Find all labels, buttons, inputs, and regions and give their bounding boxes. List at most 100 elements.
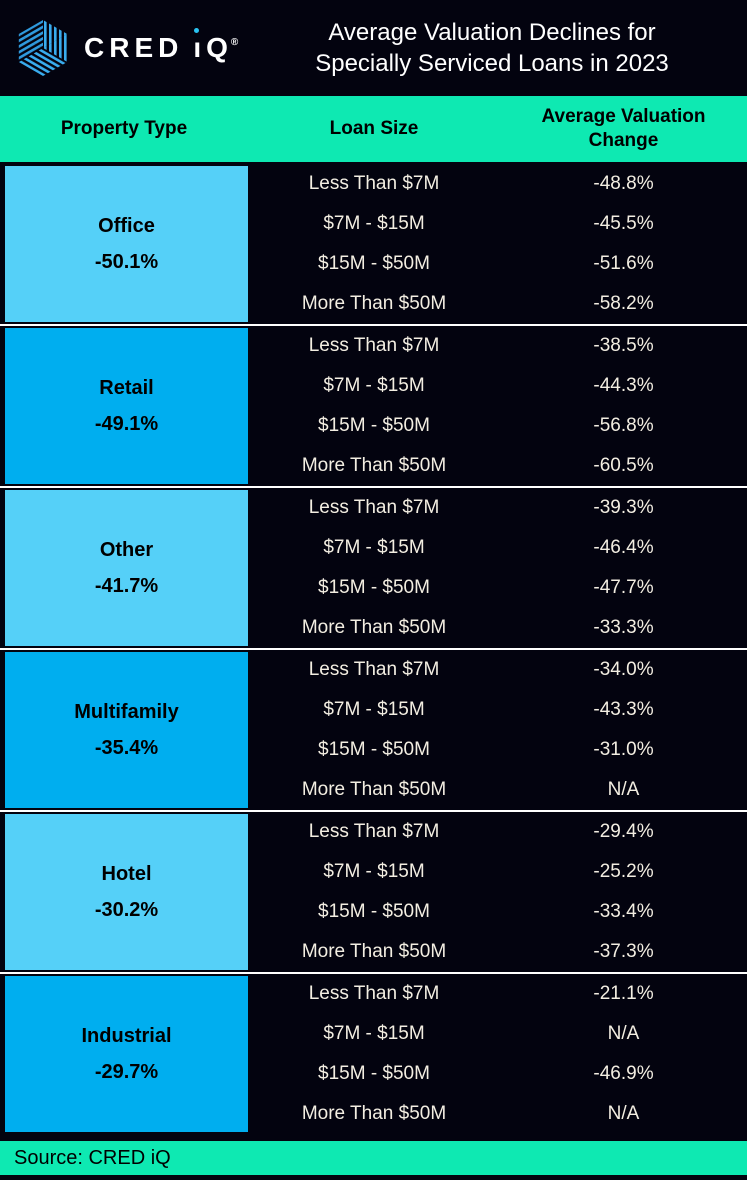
table-row: More Than $50M N/A — [248, 770, 747, 810]
loan-size-cell: $7M - $15M — [323, 861, 425, 882]
table-row: More Than $50M N/A — [248, 1094, 747, 1134]
section-office: Office -50.1% Less Than $7M -48.8% $7M -… — [0, 162, 747, 324]
value-cell: -21.1% — [593, 983, 654, 1004]
property-change: -41.7% — [94, 574, 159, 597]
value-cell: -46.9% — [593, 1063, 654, 1084]
property-cell: Hotel -30.2% — [5, 814, 248, 970]
loan-size-cell: $7M - $15M — [323, 699, 425, 720]
property-change: -50.1% — [94, 250, 159, 273]
loan-size-cell: $15M - $50M — [318, 253, 430, 274]
table-row: $15M - $50M -51.6% — [248, 244, 747, 284]
loan-size-cell: More Than $50M — [301, 941, 447, 962]
title-line-2: Specially Serviced Loans in 2023 — [315, 50, 669, 77]
column-header-property-type: Property Type — [60, 118, 188, 139]
property-name: Office — [98, 214, 155, 237]
value-cell: -45.5% — [593, 213, 654, 234]
table-row: $15M - $50M -31.0% — [248, 730, 747, 770]
table-row: $7M - $15M -25.2% — [248, 852, 747, 892]
value-cell: -33.4% — [593, 901, 654, 922]
table-row: Less Than $7M -48.8% — [248, 164, 747, 204]
property-cell: Industrial -29.7% — [5, 976, 248, 1132]
table-row: More Than $50M -37.3% — [248, 932, 747, 972]
property-cell: Office -50.1% — [5, 166, 248, 322]
property-change: -29.7% — [94, 1060, 159, 1083]
section-hotel: Hotel -30.2% Less Than $7M -29.4% $7M - … — [0, 810, 747, 972]
loan-size-cell: $7M - $15M — [323, 375, 425, 396]
header-band: CRED ı Q ® Average Valuation Declines for S… — [0, 0, 747, 96]
table-row: Less Than $7M -21.1% — [248, 974, 747, 1014]
brand-i: ı — [193, 28, 207, 63]
table-row: $7M - $15M -44.3% — [248, 366, 747, 406]
property-cell: Other -41.7% — [5, 490, 248, 646]
table-row: $7M - $15M -46.4% — [248, 528, 747, 568]
loan-size-cell: More Than $50M — [301, 293, 447, 314]
loan-size-cell: $7M - $15M — [323, 213, 425, 234]
property-name: Retail — [99, 376, 154, 399]
property-change: -30.2% — [94, 898, 159, 921]
loan-size-cell: More Than $50M — [301, 455, 447, 476]
table-row: $7M - $15M -43.3% — [248, 690, 747, 730]
section-retail: Retail -49.1% Less Than $7M -38.5% $7M -… — [0, 324, 747, 486]
table-row: More Than $50M -58.2% — [248, 284, 747, 324]
property-name: Hotel — [101, 862, 152, 885]
registered-mark: ® — [230, 37, 239, 48]
loan-size-cell: Less Than $7M — [308, 659, 440, 680]
column-header-loan-size: Loan Size — [329, 118, 419, 139]
value-cell: -34.0% — [593, 659, 654, 680]
loan-size-cell: $7M - $15M — [323, 1023, 425, 1044]
loan-size-cell: Less Than $7M — [308, 173, 440, 194]
loan-size-cell: More Than $50M — [301, 1103, 447, 1124]
value-cell: -44.3% — [593, 375, 654, 396]
footer-source-bar: Source: CRED iQ — [0, 1141, 747, 1175]
value-cell: -25.2% — [593, 861, 654, 882]
value-cell: -43.3% — [593, 699, 654, 720]
value-cell: -51.6% — [593, 253, 654, 274]
page-title: Average Valuation Declines for Specially… — [245, 17, 747, 79]
value-cell: -47.7% — [593, 577, 654, 598]
value-cell: N/A — [607, 1023, 640, 1044]
value-cell: -60.5% — [593, 455, 654, 476]
table-row: More Than $50M -33.3% — [248, 608, 747, 648]
table-row: $7M - $15M -45.5% — [248, 204, 747, 244]
section-industrial: Industrial -29.7% Less Than $7M -21.1% $… — [0, 972, 747, 1134]
column-header-row: Property Type Loan Size Average Valuatio… — [0, 96, 747, 162]
loan-size-cell: Less Than $7M — [308, 821, 440, 842]
brand-cred: CRED — [84, 32, 184, 63]
property-cell: Multifamily -35.4% — [5, 652, 248, 808]
loan-size-cell: $15M - $50M — [318, 415, 430, 436]
property-name: Other — [99, 538, 154, 561]
value-cell: -29.4% — [593, 821, 654, 842]
table-row: Less Than $7M -38.5% — [248, 326, 747, 366]
value-cell: -38.5% — [593, 335, 654, 356]
loan-size-cell: More Than $50M — [301, 617, 447, 638]
footer-gap — [0, 1134, 747, 1141]
brand-wordmark: CRED ı Q ® — [84, 28, 240, 64]
property-name: Multifamily — [74, 700, 179, 723]
property-change: -35.4% — [94, 736, 159, 759]
table-row: Less Than $7M -29.4% — [248, 812, 747, 852]
value-cell: N/A — [607, 779, 640, 800]
property-name: Industrial — [81, 1024, 172, 1047]
section-other: Other -41.7% Less Than $7M -39.3% $7M - … — [0, 486, 747, 648]
title-line-1: Average Valuation Declines for — [328, 19, 656, 46]
crediq-logo: CRED ı Q ® — [0, 18, 245, 78]
table-row: Less Than $7M -39.3% — [248, 488, 747, 528]
property-cell: Retail -49.1% — [5, 328, 248, 484]
value-cell: -33.3% — [593, 617, 654, 638]
loan-size-cell: $15M - $50M — [318, 577, 430, 598]
loan-size-cell: Less Than $7M — [308, 983, 440, 1004]
value-cell: -56.8% — [593, 415, 654, 436]
value-cell: -31.0% — [593, 739, 654, 760]
value-cell: N/A — [607, 1103, 640, 1124]
loan-size-cell: $15M - $50M — [318, 901, 430, 922]
value-cell: -37.3% — [593, 941, 654, 962]
value-cell: -58.2% — [593, 293, 654, 314]
section-multifamily: Multifamily -35.4% Less Than $7M -34.0% … — [0, 648, 747, 810]
table-row: $15M - $50M -56.8% — [248, 406, 747, 446]
table-row: More Than $50M -60.5% — [248, 446, 747, 486]
value-cell: -46.4% — [593, 537, 654, 558]
column-header-valuation-change: Average Valuation Change — [541, 106, 706, 151]
brand-q: Q — [206, 32, 233, 63]
value-cell: -39.3% — [593, 497, 654, 518]
loan-size-cell: Less Than $7M — [308, 497, 440, 518]
